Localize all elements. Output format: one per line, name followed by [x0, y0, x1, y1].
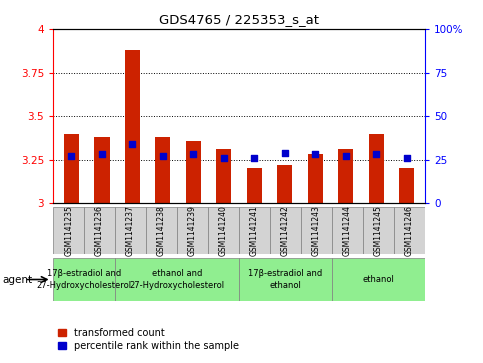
Point — [128, 141, 136, 147]
Point — [98, 152, 106, 158]
Bar — [216, 149, 231, 203]
Text: 17β-estradiol and
ethanol: 17β-estradiol and ethanol — [248, 269, 323, 290]
Bar — [53, 258, 115, 301]
Bar — [64, 134, 79, 203]
Text: GSM1141245: GSM1141245 — [374, 205, 383, 256]
Bar — [369, 134, 384, 203]
Point — [403, 155, 411, 161]
Text: GSM1141238: GSM1141238 — [157, 205, 166, 256]
Bar — [332, 207, 363, 254]
Bar — [146, 207, 177, 254]
Bar — [277, 165, 292, 203]
Text: GSM1141244: GSM1141244 — [343, 205, 352, 256]
Bar — [115, 258, 239, 301]
Title: GDS4765 / 225353_s_at: GDS4765 / 225353_s_at — [159, 13, 319, 26]
Bar — [308, 155, 323, 203]
Bar — [394, 207, 425, 254]
Bar — [332, 258, 425, 301]
Text: 17β-estradiol and
27-Hydroxycholesterol: 17β-estradiol and 27-Hydroxycholesterol — [37, 269, 132, 290]
Text: GSM1141237: GSM1141237 — [126, 205, 135, 256]
Text: ethanol and
27-Hydroxycholesterol: ethanol and 27-Hydroxycholesterol — [129, 269, 225, 290]
Point — [342, 153, 350, 159]
Bar — [270, 207, 301, 254]
Point — [220, 155, 227, 161]
Text: GSM1141243: GSM1141243 — [312, 205, 321, 256]
Text: GSM1141246: GSM1141246 — [405, 205, 414, 256]
Bar — [208, 207, 239, 254]
Bar — [84, 207, 115, 254]
Text: GSM1141241: GSM1141241 — [250, 205, 259, 256]
Text: agent: agent — [2, 274, 32, 285]
Bar — [115, 207, 146, 254]
Bar — [177, 207, 208, 254]
Bar — [363, 207, 394, 254]
Text: GSM1141236: GSM1141236 — [95, 205, 104, 256]
Bar — [53, 207, 84, 254]
Point — [281, 150, 289, 156]
Bar — [239, 258, 332, 301]
Point — [312, 152, 319, 158]
Bar — [155, 137, 170, 203]
Text: GSM1141242: GSM1141242 — [281, 205, 290, 256]
Point — [372, 152, 380, 158]
Text: ethanol: ethanol — [363, 275, 395, 284]
Bar — [94, 137, 110, 203]
Point — [189, 152, 197, 158]
Legend: transformed count, percentile rank within the sample: transformed count, percentile rank withi… — [58, 328, 239, 351]
Text: GSM1141240: GSM1141240 — [219, 205, 228, 256]
Bar — [247, 168, 262, 203]
Text: GSM1141235: GSM1141235 — [64, 205, 73, 256]
Point — [159, 153, 167, 159]
Point — [251, 155, 258, 161]
Bar — [399, 168, 414, 203]
Text: GSM1141239: GSM1141239 — [188, 205, 197, 256]
Bar — [338, 149, 354, 203]
Bar — [125, 50, 140, 203]
Bar — [186, 140, 201, 203]
Bar — [301, 207, 332, 254]
Bar — [239, 207, 270, 254]
Point — [68, 153, 75, 159]
